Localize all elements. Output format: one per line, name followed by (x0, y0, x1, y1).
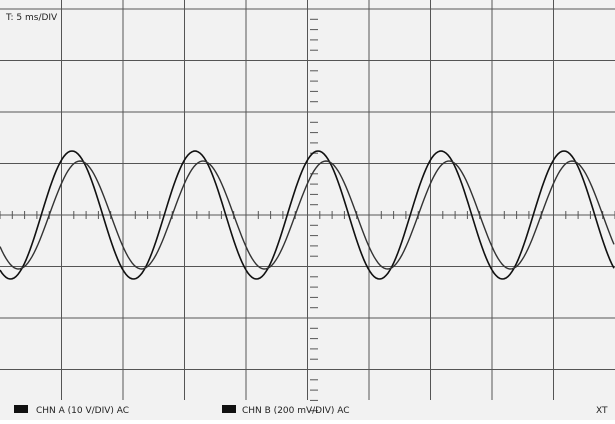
timebase-label: T: 5 ms/DIV (5, 13, 58, 23)
channel-a-swatch (14, 405, 28, 413)
channel-b-swatch (222, 405, 236, 413)
page: T: 5 ms/DIV CHN A (10 V/DIV) AC CHN B (2… (0, 0, 615, 420)
mode-label: XT (596, 406, 608, 416)
oscilloscope-screen: T: 5 ms/DIV CHN A (10 V/DIV) AC CHN B (2… (0, 0, 615, 420)
channel-b-label: CHN B (200 mV/DIV) AC (242, 406, 350, 416)
channel-a-label: CHN A (10 V/DIV) AC (36, 406, 129, 416)
